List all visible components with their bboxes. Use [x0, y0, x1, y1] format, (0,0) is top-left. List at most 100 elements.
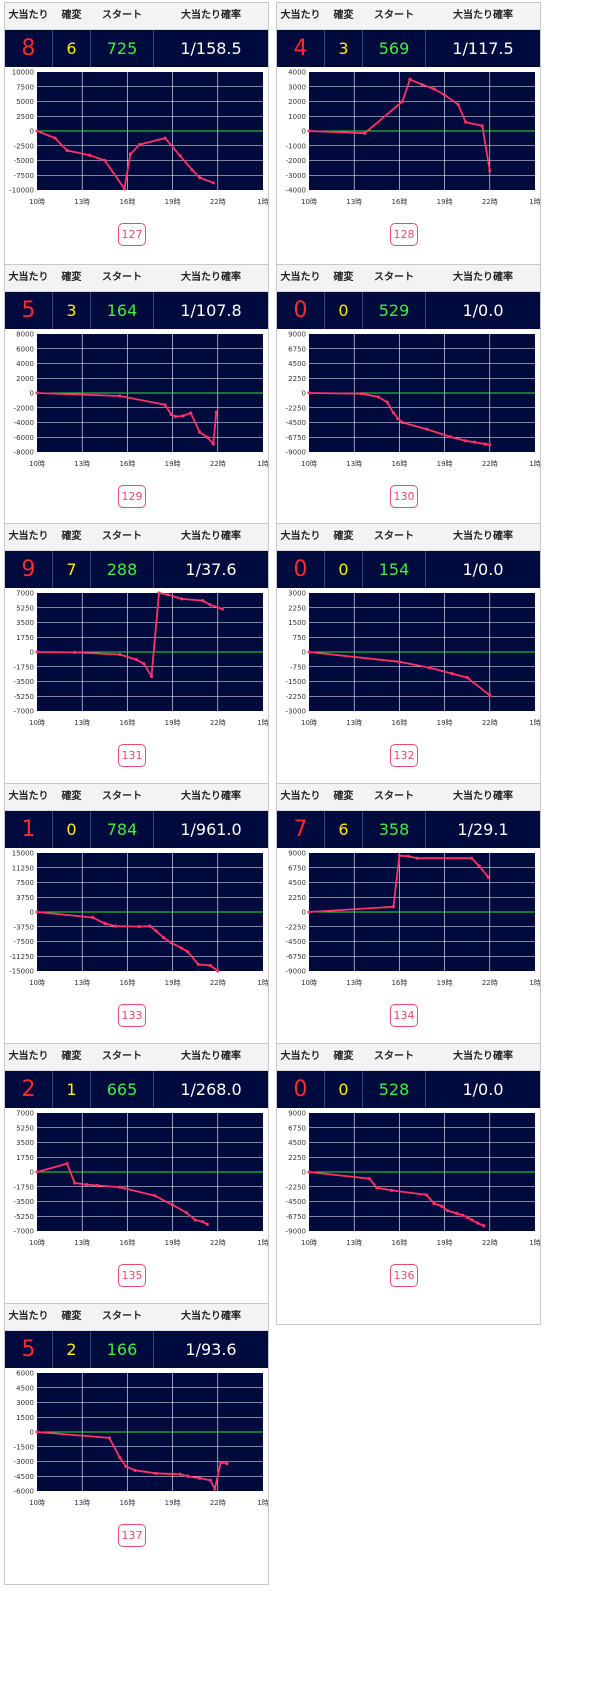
- x-tick-label: 16時: [391, 1239, 407, 1247]
- slump-chart: 10000 7500 5000 2500 0 -2500 -5000 -7500 -10000 1…: [9, 69, 268, 207]
- header-kakuhen-label: 確変: [333, 1051, 354, 1062]
- machine-number-link[interactable]: 130: [390, 485, 418, 508]
- data-point: [35, 1430, 39, 1434]
- machine-card: 大当たり 確変 スタート 大当たり確率 5 2 166 1/93.6 6000 4500 3000 1…: [4, 1303, 269, 1585]
- y-tick-label: 3500: [16, 1139, 34, 1147]
- machine-number-link[interactable]: 127: [118, 223, 146, 246]
- stats-values: 0 0 529 1/0.0: [277, 292, 540, 329]
- x-tick-label: 16時: [391, 198, 407, 206]
- machine-card: 大当たり 確変 スタート 大当たり確率 1 0 784 1/961.0 15000 11250 75…: [4, 783, 269, 1065]
- column-divider: [425, 1071, 426, 1108]
- column-divider: [153, 1331, 154, 1368]
- series-line: [36, 911, 219, 972]
- column-divider: [90, 30, 91, 67]
- y-tick-label: 1500: [16, 1414, 34, 1422]
- data-point: [169, 412, 173, 416]
- data-point: [103, 921, 107, 926]
- machine-number-link[interactable]: 132: [390, 744, 418, 767]
- data-point: [154, 929, 158, 933]
- column-divider: [52, 551, 53, 588]
- y-tick-label: -7000: [14, 1228, 34, 1236]
- data-point: [408, 77, 412, 81]
- machine-number-link[interactable]: 135: [118, 1264, 146, 1287]
- y-tick-label: -4000: [286, 187, 306, 195]
- data-point: [439, 1204, 444, 1208]
- y-tick-label: 4000: [288, 69, 306, 77]
- data-point: [360, 392, 364, 396]
- y-tick-label: -7500: [14, 172, 34, 180]
- data-point: [446, 1209, 450, 1213]
- data-point: [424, 427, 429, 431]
- machine-number-link[interactable]: 128: [390, 223, 418, 246]
- header-kakuhen-label: 確変: [333, 10, 354, 21]
- stats-values: 0 0 528 1/0.0: [277, 1071, 540, 1108]
- x-tick-label: 1時: [529, 979, 540, 987]
- x-tick-label: 22時: [210, 1239, 226, 1247]
- hits-value: 1: [21, 817, 36, 842]
- data-point: [208, 963, 212, 968]
- x-tick-label: 10時: [301, 719, 317, 727]
- data-point: [180, 946, 184, 950]
- header-kakuhen-label: 確変: [61, 1311, 82, 1322]
- machine-card: 大当たり 確変 スタート 大当たり確率 0 0 529 1/0.0 9000 6750 4500 22…: [276, 264, 541, 546]
- data-point: [449, 435, 453, 439]
- machine-number-link[interactable]: 136: [390, 1264, 418, 1287]
- x-tick-label: 10時: [29, 1239, 45, 1247]
- column-divider: [324, 811, 325, 848]
- series-line: [308, 651, 491, 697]
- column-divider: [90, 1071, 91, 1108]
- data-point: [35, 910, 39, 914]
- data-point: [488, 693, 492, 697]
- x-tick-label: 1時: [257, 198, 268, 206]
- data-point: [198, 430, 202, 434]
- machine-number-link[interactable]: 137: [118, 1524, 146, 1547]
- stats-values: 4 3 569 1/117.5: [277, 30, 540, 67]
- kakuhen-value: 7: [66, 560, 77, 579]
- data-point: [73, 650, 77, 655]
- data-point: [122, 187, 126, 191]
- start-value: 528: [378, 1080, 410, 1099]
- data-point: [214, 410, 218, 414]
- y-tick-label: -4500: [286, 419, 306, 427]
- x-tick-label: 22時: [210, 1499, 226, 1507]
- y-tick-label: -5250: [14, 1213, 34, 1221]
- x-tick-label: 1時: [257, 719, 268, 727]
- y-tick-label: -6000: [14, 1488, 34, 1496]
- data-point: [95, 1183, 99, 1188]
- x-tick-label: 1時: [529, 198, 540, 206]
- kakuhen-value: 6: [66, 39, 77, 58]
- rate-value: 1/29.1: [457, 820, 509, 839]
- x-tick-label: 22時: [210, 198, 226, 206]
- machine-number-link[interactable]: 134: [390, 1004, 418, 1027]
- data-point: [149, 674, 154, 679]
- data-point: [424, 1193, 429, 1197]
- x-tick-label: 19時: [165, 1499, 181, 1507]
- slump-chart: 6000 4500 3000 1500 0 -1500 -3000 -4500 -6000 10時…: [14, 1370, 268, 1508]
- x-tick-label: 13時: [346, 979, 362, 987]
- header-hits-label: 大当たり: [280, 10, 321, 21]
- data-point: [128, 152, 133, 156]
- y-tick-label: 6750: [288, 345, 306, 353]
- machine-number-link[interactable]: 133: [118, 1004, 146, 1027]
- rate-value: 1/117.5: [452, 39, 514, 58]
- y-tick-label: 2250: [288, 375, 306, 383]
- data-point: [211, 181, 215, 185]
- y-tick-label: 0: [302, 1169, 306, 1177]
- header-rate-label: 大当たり確率: [453, 791, 513, 802]
- x-tick-label: 19時: [437, 460, 453, 468]
- data-point: [198, 176, 202, 180]
- header-rate-label: 大当たり確率: [181, 531, 241, 542]
- hits-value: 0: [293, 298, 308, 323]
- slump-chart: 3000 2250 1500 750 0 -750 -1500 -2250 -3000 10時 13…: [286, 590, 540, 728]
- data-point: [208, 603, 212, 607]
- y-tick-label: 2000: [16, 375, 34, 383]
- machine-number-link[interactable]: 129: [118, 485, 146, 508]
- stats-values: 5 3 164 1/107.8: [5, 292, 268, 329]
- machine-card: 大当たり 確変 スタート 大当たり確率 4 3 569 1/117.5 4000 3000 2000…: [276, 2, 541, 284]
- machine-number-link[interactable]: 131: [118, 744, 146, 767]
- slump-chart: 9000 6750 4500 2250 0 -2250 -4500 -6750 -9000 10時…: [286, 331, 540, 469]
- data-point: [178, 154, 182, 158]
- header-hits-label: 大当たり: [280, 791, 321, 802]
- data-point: [464, 120, 468, 124]
- stats-header: 大当たり 確変 スタート 大当たり確率: [5, 1304, 268, 1331]
